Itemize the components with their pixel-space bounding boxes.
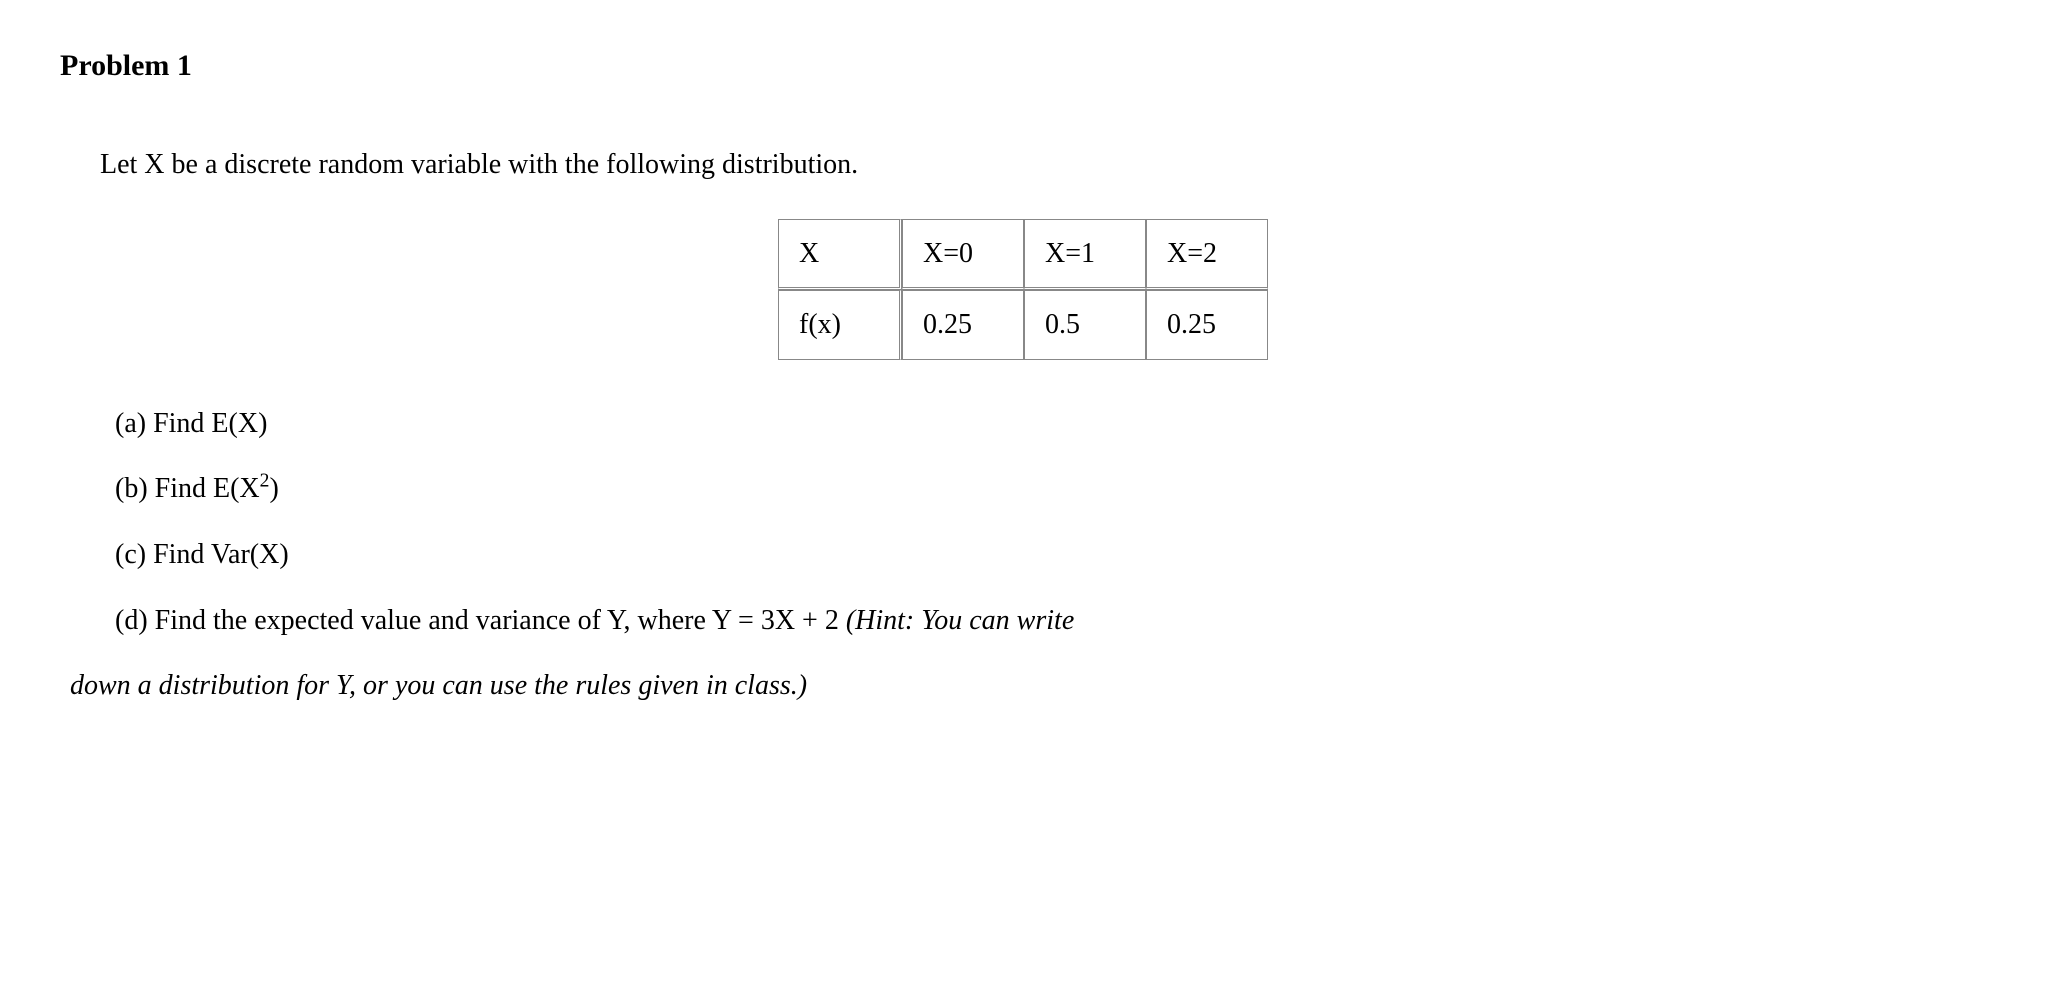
problem-title: Problem 1: [60, 40, 1986, 91]
part-c: (c) Find Var(X): [115, 531, 1986, 579]
part-text: Find Var(X): [153, 539, 289, 570]
table-cell: X=1: [1024, 219, 1146, 291]
part-d: (d) Find the expected value and variance…: [115, 597, 1986, 645]
table-cell: X=0: [902, 219, 1024, 291]
table-row: X X=0 X=1 X=2: [778, 219, 1268, 291]
part-label: (c): [115, 539, 146, 570]
part-text-main: Find the expected value and variance of …: [155, 605, 846, 636]
part-d-continuation: down a distribution for Y, or you can us…: [70, 662, 1986, 710]
problem-intro: Let X be a discrete random variable with…: [100, 141, 1986, 189]
part-hint-open: (Hint: You can write: [846, 605, 1074, 636]
table-cell-x-label: X: [778, 219, 902, 291]
part-text-suffix: ): [269, 473, 278, 504]
part-a: (a) Find E(X): [115, 400, 1986, 448]
table-cell: 0.25: [1146, 290, 1268, 360]
part-label: (d): [115, 605, 148, 636]
table-row: f(x) 0.25 0.5 0.25: [778, 290, 1268, 360]
part-text: Find E(X): [153, 408, 267, 439]
distribution-table-container: X X=0 X=1 X=2 f(x) 0.25 0.5 0.25: [60, 219, 1986, 360]
part-label: (a): [115, 408, 146, 439]
distribution-table: X X=0 X=1 X=2 f(x) 0.25 0.5 0.25: [778, 219, 1268, 360]
table-cell: 0.5: [1024, 290, 1146, 360]
superscript-2: 2: [260, 471, 270, 492]
table-cell: 0.25: [902, 290, 1024, 360]
table-cell: X=2: [1146, 219, 1268, 291]
problem-parts: (a) Find E(X) (b) Find E(X2) (c) Find Va…: [115, 400, 1986, 644]
part-b: (b) Find E(X2): [115, 465, 1986, 513]
table-cell-fx-label: f(x): [778, 290, 902, 360]
part-text-prefix: Find E(X: [155, 473, 260, 504]
part-label: (b): [115, 473, 148, 504]
